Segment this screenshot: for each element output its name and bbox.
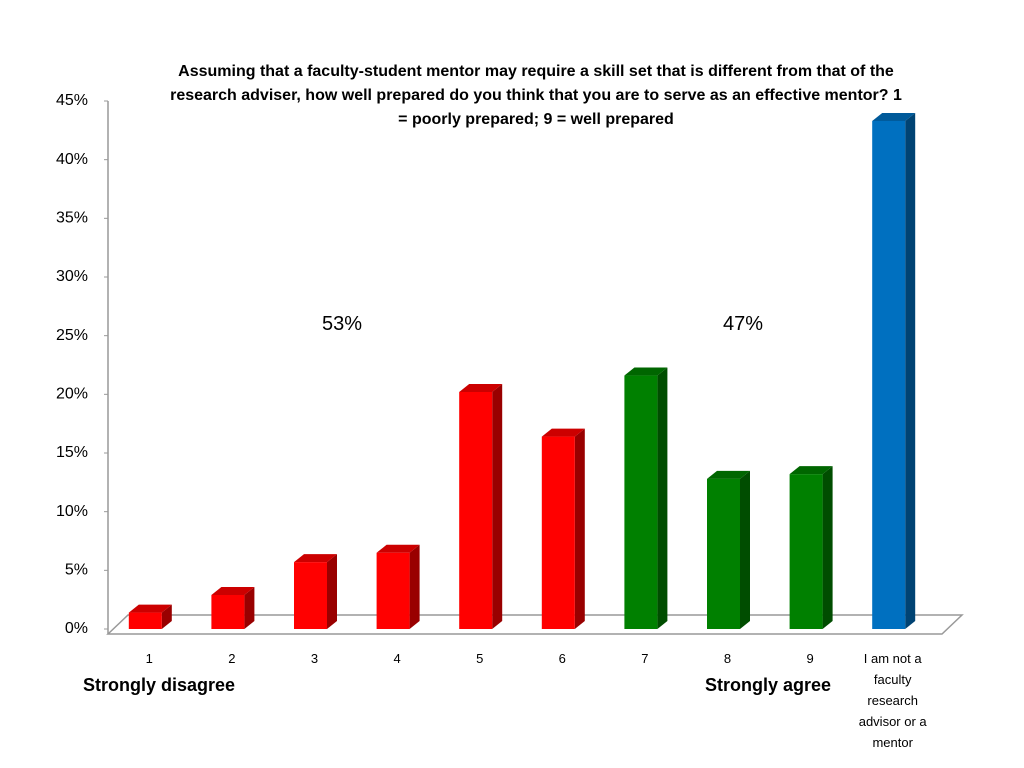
x-tick-label: 4 (393, 651, 401, 666)
y-tick-label: 30% (56, 268, 88, 285)
y-tick-label: 40% (56, 151, 88, 168)
x-tick-label: 9 (806, 651, 814, 666)
bar-front (872, 120, 906, 630)
bar-side (244, 586, 255, 629)
bar-side (822, 466, 833, 629)
bar-top (541, 428, 585, 437)
y-tick-label: 45% (56, 92, 88, 109)
bar-top (128, 604, 172, 613)
bar-front (294, 562, 327, 629)
bar-top (211, 586, 255, 595)
chart-title: Assuming that a faculty-student mentor m… (170, 63, 902, 128)
bar (541, 428, 585, 629)
bar-top (376, 544, 420, 553)
bar-side (409, 544, 420, 629)
annotation: 53% (322, 313, 363, 335)
bar-front (376, 552, 410, 629)
bar-front (789, 474, 823, 629)
bar-front (624, 375, 658, 629)
bar-top (294, 554, 337, 563)
bar (128, 604, 172, 629)
x-tick-label: 1 (145, 651, 153, 666)
bar (707, 470, 750, 629)
bar-front (128, 612, 162, 629)
y-tick-label: 0% (65, 620, 88, 637)
bar (211, 586, 255, 629)
bar (624, 367, 668, 629)
bar (294, 554, 337, 629)
bar (872, 112, 916, 630)
bar-side (574, 428, 585, 629)
bar-top (624, 367, 668, 376)
bar (789, 466, 833, 629)
y-tick-label: 35% (56, 210, 88, 227)
bar-side (161, 604, 172, 629)
y-tick-label: 10% (56, 503, 88, 520)
y-tick-label: 5% (65, 562, 88, 579)
bar-side (657, 367, 668, 629)
floor (106, 614, 964, 635)
bar-front (541, 436, 575, 629)
bar-side (740, 470, 750, 629)
bar-front (211, 594, 245, 629)
bar (459, 383, 503, 629)
y-tick-label: 15% (56, 444, 88, 461)
bar (376, 544, 420, 629)
bar-front (707, 478, 740, 629)
annotation: Strongly agree (705, 675, 832, 695)
annotation: Strongly disagree (83, 675, 236, 695)
x-tick-label: I am not a faculty research advisor or a… (858, 651, 927, 750)
bar-top (707, 470, 750, 479)
x-tick-label: 2 (228, 651, 236, 666)
annotation: 47% (723, 313, 764, 335)
y-tick-label: 25% (56, 327, 88, 344)
bar-top (872, 112, 916, 121)
x-tick-label: 5 (476, 651, 484, 666)
bar-side (492, 383, 503, 629)
x-tick-label: 8 (723, 651, 732, 666)
x-tick-label: 7 (641, 651, 649, 666)
y-tick-label: 20% (56, 386, 88, 403)
bar-side (905, 112, 916, 630)
bar-side (327, 554, 337, 629)
x-tick-label: 6 (558, 651, 566, 666)
bar-front (459, 391, 493, 629)
bar-top (789, 466, 833, 475)
x-tick-label: 3 (310, 651, 319, 666)
bar-top (459, 383, 503, 392)
